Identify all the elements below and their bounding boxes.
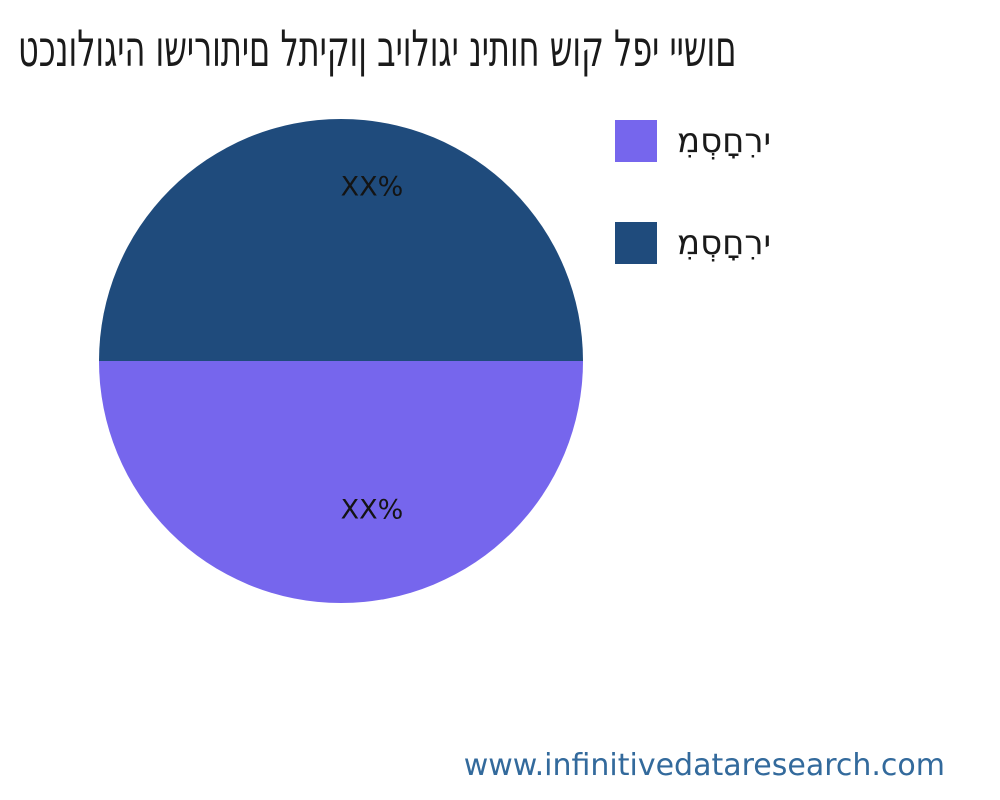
legend-item: מִסְחָרִי xyxy=(615,222,771,264)
legend-label: מִסְחָרִי xyxy=(677,121,772,161)
pie-slice-percent-label-bottom: XX% xyxy=(340,494,404,526)
legend-swatch-darkblue xyxy=(615,222,657,264)
legend-swatch-purple xyxy=(615,120,657,162)
footer-watermark-url: www.infinitivedataresearch.com xyxy=(463,748,945,783)
pie-chart: XX% XX% xyxy=(99,119,583,603)
chart-title: טכנולוגיה ושירותים לתיקון ביולוגי ניתוח … xyxy=(18,20,737,78)
legend-item: מִסְחָרִי xyxy=(615,120,771,162)
legend-label: מִסְחָרִי xyxy=(677,223,772,263)
pie-slice-percent-label-top: XX% xyxy=(340,171,404,203)
legend: מִסְחָרִי מִסְחָרִי xyxy=(615,120,771,324)
